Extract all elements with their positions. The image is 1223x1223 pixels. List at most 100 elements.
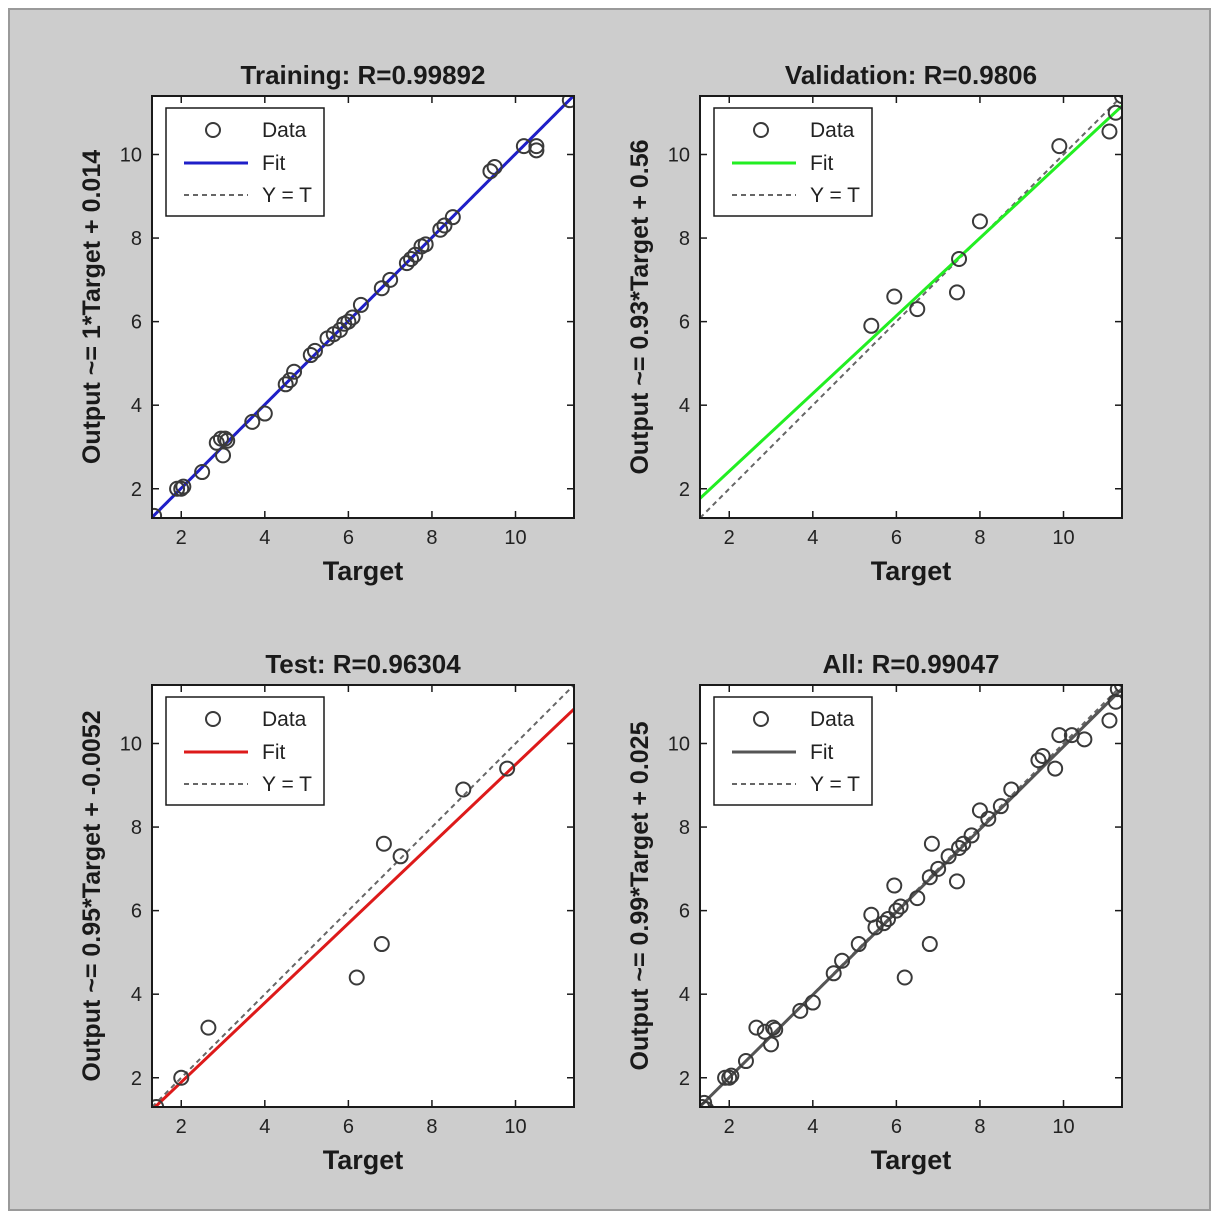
legend-data-label: Data [810,119,855,142]
data-point [1003,781,1020,798]
data-point [756,1023,773,1040]
y-tick-label: 8 [131,817,142,839]
data-point [792,1002,809,1019]
legend-data-label: Data [262,708,307,731]
data-point [528,142,545,159]
plot-title: Training: R=0.99892 [241,60,486,90]
data-point [403,250,420,267]
data-point [723,1067,740,1084]
axes-box [699,684,1123,1108]
x-tick-label: 2 [724,527,735,549]
data-point [302,347,319,364]
data-point [767,1021,784,1038]
x-tick-label: 2 [176,1116,187,1138]
data-point [432,221,449,238]
legend-fit-label: Fit [262,152,285,175]
data-point [175,478,192,495]
x-tick-label: 8 [426,1116,437,1138]
data-point [921,936,938,953]
data-point [875,915,892,932]
data-point [281,372,298,389]
y-tick-label: 10 [120,733,142,755]
data-point [306,342,323,359]
data-point [930,860,947,877]
plot-content [700,685,1122,1107]
plot-panel-3: 2 4 6 8 10 2 4 6 8 10 Test: R=0.96304 Target Output … [78,649,575,1175]
data-point [1034,748,1051,765]
data-point [528,138,545,155]
data-point [765,1019,782,1036]
data-point [244,413,261,430]
data-point [444,209,461,226]
x-tick-label: 8 [426,527,437,549]
y-tick-label: 8 [679,817,690,839]
data-point [1051,727,1068,744]
legend-data-label: Data [810,708,855,731]
data-point [373,280,390,297]
y-tick-label: 4 [131,395,142,417]
x-tick-label: 10 [504,527,526,549]
data-point [1101,123,1118,140]
data-point [748,1019,765,1036]
plot-title: All: R=0.99047 [822,649,999,679]
legend: Data Fit Y = T [165,696,325,806]
data-point [152,507,163,518]
legend: Data Fit Y = T [165,107,325,217]
legend-data-marker [753,711,769,727]
data-point [392,848,409,865]
legend-data-marker [205,711,221,727]
y-tick-label: 2 [679,1068,690,1090]
data-point [888,902,905,919]
plot-content [700,96,1122,518]
x-axis-label: Target [323,556,404,586]
axes-box [699,95,1123,519]
plot-content [152,685,574,1107]
y-tick-label: 6 [131,312,142,334]
data-point [880,910,897,927]
data-point [804,994,821,1011]
legend-identity-label: Y = T [262,184,312,207]
x-tick-label: 4 [807,1116,818,1138]
y-tick-label: 8 [679,228,690,250]
legend-fit-label: Fit [810,152,833,175]
data-point [340,313,357,330]
data-point [863,317,880,334]
data-point [286,363,303,380]
y-tick-label: 2 [131,1068,142,1090]
data-point [398,255,415,272]
y-tick-label: 4 [131,984,142,1006]
data-point [256,405,273,422]
x-tick-label: 6 [891,1116,902,1138]
data-point [1076,731,1093,748]
data-point [721,1069,738,1086]
data-point [194,464,211,481]
data-point [825,965,842,982]
y-tick-label: 6 [679,901,690,923]
data-point [921,869,938,886]
data-point [896,969,913,986]
plot-panel-4: 2 4 6 8 10 2 4 6 8 10 All: R=0.99047 Target Output ~… [626,649,1123,1175]
data-point [992,798,1009,815]
y-axis-label: Output ~= 0.93*Target + 0.56 [626,139,654,474]
legend: Data Fit Y = T [713,107,873,217]
legend: Data Fit Y = T [713,696,873,806]
x-axis-label: Target [871,1145,952,1175]
fit-line [700,104,1122,500]
data-point [1107,104,1122,121]
data-point [417,236,434,253]
data-point [1051,138,1068,155]
x-tick-label: 8 [974,527,985,549]
data-point [277,376,294,393]
data-point [951,839,968,856]
axes-box [151,684,575,1108]
data-point [737,1053,754,1070]
data-point [971,213,988,230]
legend-identity-label: Y = T [810,773,860,796]
data-point [700,1099,711,1107]
x-axis-label: Target [871,556,952,586]
data-point [348,969,365,986]
y-tick-label: 6 [131,901,142,923]
legend-data-marker [753,122,769,138]
data-point [850,936,867,953]
y-tick-label: 10 [120,144,142,166]
